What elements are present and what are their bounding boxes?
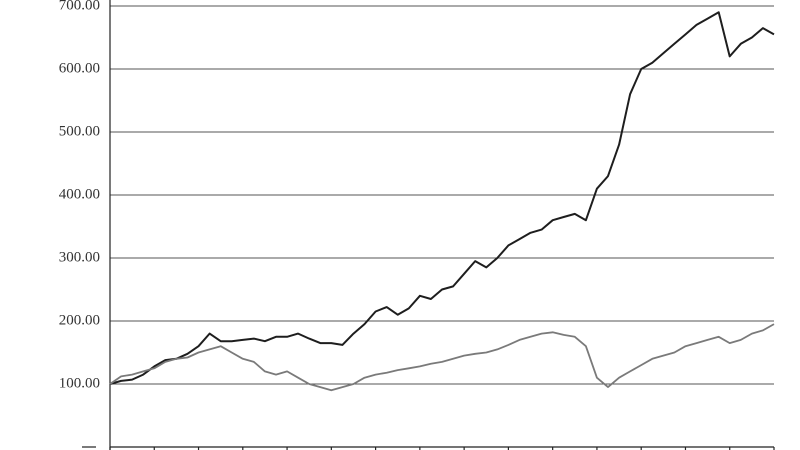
- y-tick-label: 400.00: [59, 186, 100, 202]
- y-tick-label: 600.00: [59, 60, 100, 76]
- series-line: [109, 323, 775, 392]
- y-tick-label: 100.00: [59, 375, 100, 391]
- series-line: [109, 11, 775, 385]
- y-tick-label: 300.00: [59, 249, 100, 265]
- y-tick-label: 200.00: [59, 312, 100, 328]
- y-tick-label: 500.00: [59, 123, 100, 139]
- y-tick-label: 700.00: [59, 0, 100, 13]
